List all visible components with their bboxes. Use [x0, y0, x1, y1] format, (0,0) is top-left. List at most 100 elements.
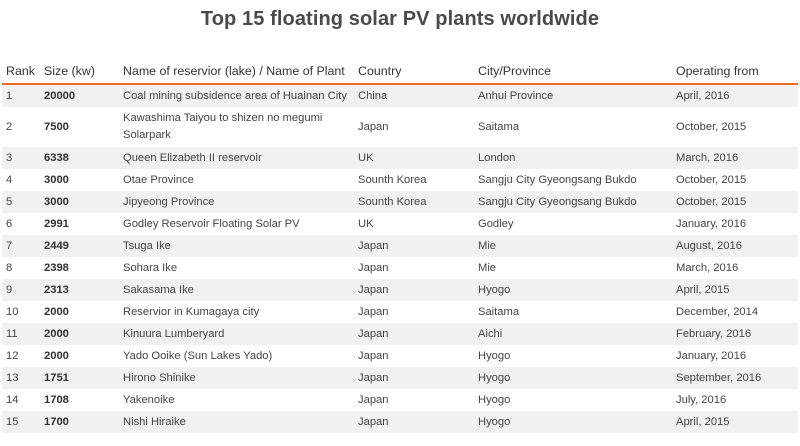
table-row: 12 2000 Yado Ooike (Sun Lakes Yado) Japa…	[2, 345, 798, 367]
cell-name: Tsuga Ike	[123, 239, 171, 252]
cell-operating: October, 2015	[676, 196, 747, 208]
cell-country: Japan	[358, 328, 389, 340]
cell-operating: April, 2015	[676, 284, 730, 296]
cell-name: Sohara Ike	[123, 261, 178, 274]
cell-rank: 15	[6, 416, 19, 428]
table-row: 3 6338 Queen Elizabeth II reservoir UK L…	[2, 147, 798, 169]
cell-country: Japan	[358, 121, 389, 133]
cell-city: Mie	[478, 262, 497, 274]
cell-operating: August, 2016	[676, 240, 742, 252]
cell-name: Jipyeong Province	[123, 195, 215, 208]
cell-country: Japan	[358, 262, 389, 274]
cell-city: Aichi	[478, 328, 503, 340]
cell-operating: March, 2016	[676, 262, 739, 274]
cell-country: China	[358, 90, 388, 102]
table-header-row: Rank Size (kw) Name of reservior (lake) …	[2, 59, 798, 85]
table-row: 4 3000 Otae Province Sounth Korea Sangju…	[2, 169, 798, 191]
cell-operating: April, 2015	[676, 416, 730, 428]
cell-country: UK	[358, 218, 374, 230]
cell-rank: 9	[6, 284, 13, 296]
cell-city: Saitama	[478, 306, 520, 318]
cell-country: Sounth Korea	[358, 174, 427, 186]
cell-rank: 12	[6, 350, 19, 362]
cell-rank: 2	[6, 121, 13, 133]
cell-size: 2000	[44, 306, 69, 318]
cell-name: Queen Elizabeth II reservoir	[123, 151, 262, 164]
cell-size: 1708	[44, 394, 69, 406]
cell-size: 3000	[44, 196, 69, 208]
cell-size: 7500	[44, 121, 69, 133]
cell-rank: 1	[6, 90, 13, 102]
header-country: Country	[358, 64, 402, 78]
header-city: City/Province	[478, 64, 551, 78]
table-row: 2 7500 Kawashima Taiyou to shizen no meg…	[2, 107, 798, 147]
cell-name: Nishi Hiraike	[123, 415, 186, 428]
table-row: 6 2991 Godley Reservoir Floating Solar P…	[2, 213, 798, 235]
table-row: 11 2000 Kinuura Lumberyard Japan Aichi F…	[2, 323, 798, 345]
cell-name: Coal mining subsidence area of Huainan C…	[123, 89, 347, 102]
cell-name: Otae Province	[123, 173, 194, 186]
cell-size: 2449	[44, 240, 69, 252]
table-row: 10 2000 Reservior in Kumagaya city Japan…	[2, 301, 798, 323]
cell-operating: January, 2016	[676, 218, 747, 230]
cell-operating: December, 2014	[676, 306, 759, 318]
cell-city: Hyogo	[478, 284, 511, 296]
cell-country: Sounth Korea	[358, 196, 427, 208]
table-row: 1 20000 Coal mining subsidence area of H…	[2, 85, 798, 107]
cell-rank: 6	[6, 218, 13, 230]
page-title: Top 15 floating solar PV plants worldwid…	[200, 8, 600, 30]
cell-operating: April, 2016	[676, 90, 730, 102]
cell-rank: 5	[6, 196, 13, 208]
cell-rank: 13	[6, 372, 19, 384]
cell-city: Anhui Province	[478, 90, 554, 102]
cell-city: Hyogo	[478, 372, 511, 384]
table-row: 7 2449 Tsuga Ike Japan Mie August, 2016	[2, 235, 798, 257]
cell-rank: 3	[6, 152, 13, 164]
cell-operating: March, 2016	[676, 152, 739, 164]
cell-country: Japan	[358, 394, 389, 406]
cell-name: Yakenoike	[123, 393, 175, 406]
cell-operating: July, 2016	[676, 394, 727, 406]
header-operating: Operating from	[676, 64, 759, 78]
cell-country: Japan	[358, 350, 389, 362]
cell-name: Godley Reservoir Floating Solar PV	[123, 217, 300, 230]
cell-country: Japan	[358, 284, 389, 296]
cell-city: Sangju City Gyeongsang Bukdo	[478, 174, 637, 186]
cell-size: 1751	[44, 372, 69, 384]
cell-rank: 8	[6, 262, 13, 274]
cell-size: 3000	[44, 174, 69, 186]
cell-city: Mie	[478, 240, 497, 252]
table-row: 5 3000 Jipyeong Province Sounth Korea Sa…	[2, 191, 798, 213]
cell-city: Hyogo	[478, 394, 511, 406]
cell-country: UK	[358, 152, 374, 164]
cell-operating: October, 2015	[676, 174, 747, 186]
plants-table: Rank Size (kw) Name of reservior (lake) …	[2, 59, 798, 433]
cell-size: 6338	[44, 152, 69, 164]
cell-name: Yado Ooike (Sun Lakes Yado)	[123, 349, 273, 362]
table-row: 15 1700 Nishi Hiraike Japan Hyogo April,…	[2, 411, 798, 433]
cell-country: Japan	[358, 372, 389, 384]
cell-rank: 14	[6, 394, 19, 406]
cell-size: 2000	[44, 328, 69, 340]
header-size: Size (kw)	[44, 64, 95, 78]
cell-name: Sakasama Ike	[123, 283, 194, 296]
cell-city: Saitama	[478, 121, 520, 133]
cell-city: Hyogo	[478, 416, 511, 428]
cell-city: Godley	[478, 218, 514, 230]
cell-name: Hirono Shinike	[123, 371, 196, 384]
cell-size: 2398	[44, 262, 69, 274]
cell-rank: 11	[6, 328, 18, 340]
header-rank: Rank	[6, 64, 35, 78]
cell-country: Japan	[358, 240, 389, 252]
cell-name: Kinuura Lumberyard	[123, 327, 225, 340]
cell-rank: 10	[6, 306, 19, 318]
cell-country: Japan	[358, 416, 389, 428]
cell-name: Kawashima Taiyou to shizen no megumi Sol…	[123, 112, 323, 141]
cell-operating: January, 2016	[676, 350, 747, 362]
cell-city: Hyogo	[478, 350, 511, 362]
table-row: 14 1708 Yakenoike Japan Hyogo July, 2016	[2, 389, 798, 411]
cell-operating: October, 2015	[676, 121, 747, 133]
cell-country: Japan	[358, 306, 389, 318]
cell-size: 2991	[44, 218, 69, 230]
